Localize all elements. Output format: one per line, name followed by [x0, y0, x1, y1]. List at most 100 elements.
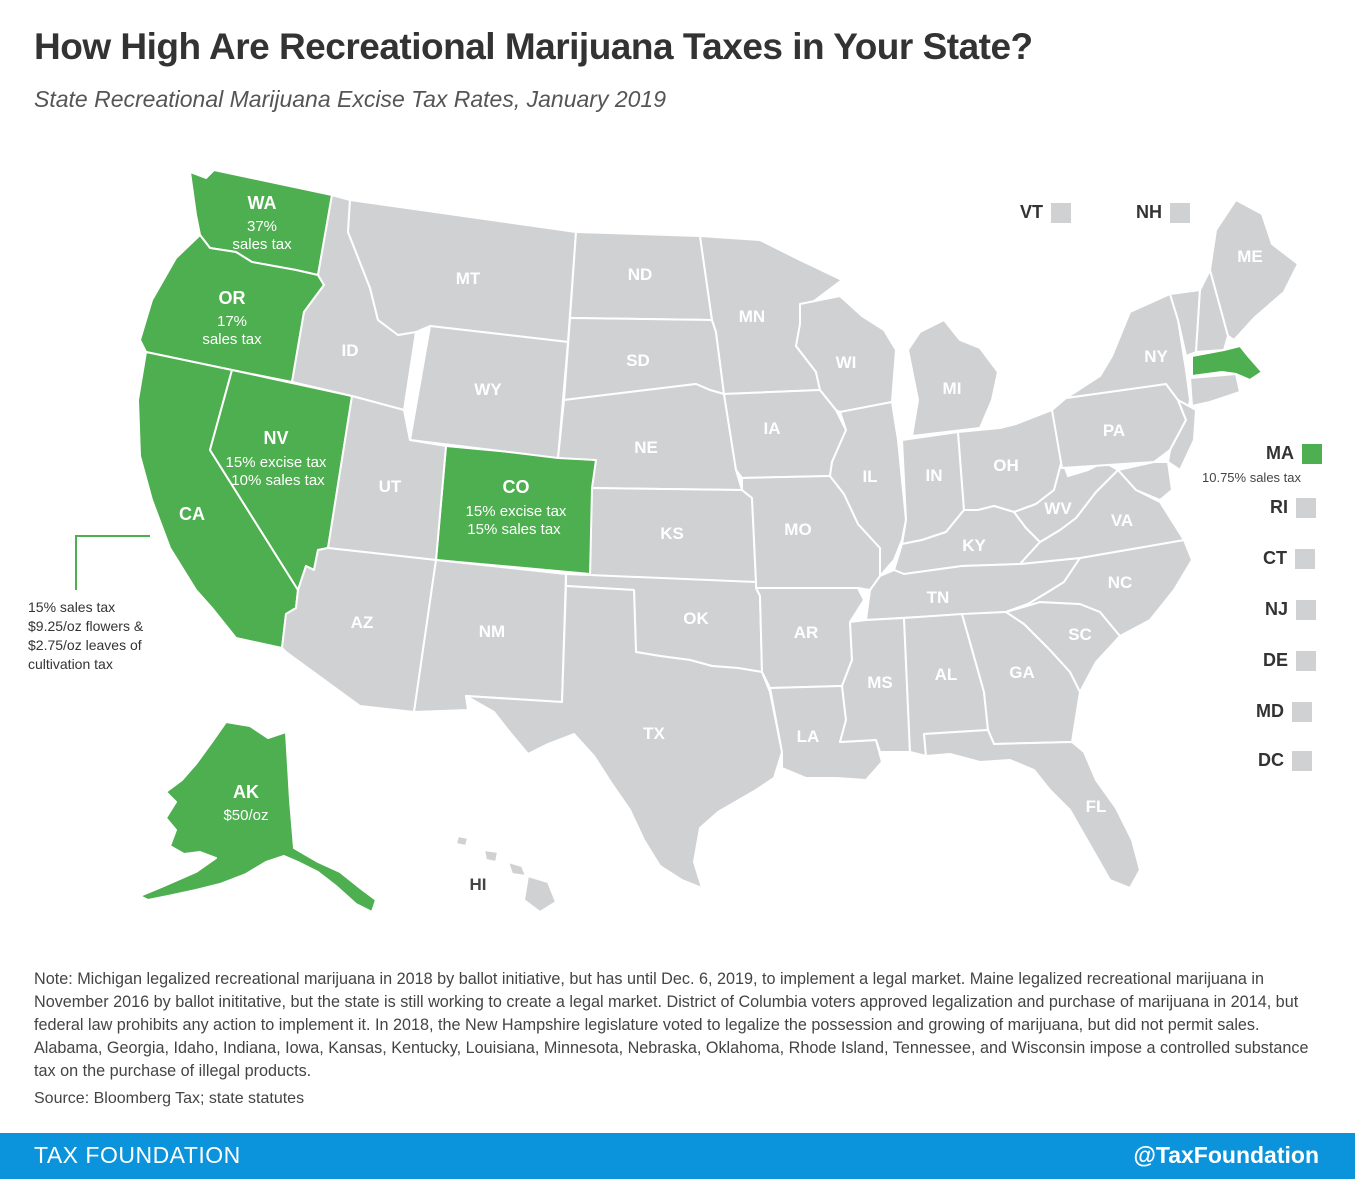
source-line: Source: Bloomberg Tax; state statutes — [34, 1090, 305, 1107]
side-state-nj-swatch — [1296, 599, 1317, 620]
side-state-de-label: DE — [1263, 650, 1289, 670]
label-mi: MI — [943, 379, 962, 398]
label-in: IN — [926, 466, 943, 485]
label-ar: AR — [794, 623, 819, 642]
footer-bar: TAX FOUNDATION @TaxFoundation — [0, 1133, 1355, 1179]
label-ks: KS — [660, 524, 684, 543]
side-state-dc-label: DC — [1258, 750, 1284, 770]
label-mo: MO — [784, 520, 811, 539]
side-state-ct[interactable]: CT — [1263, 548, 1315, 569]
ca-callout-line-4: cultivation tax — [28, 656, 113, 672]
label-or-type: sales tax — [202, 331, 262, 348]
state-ma[interactable] — [1191, 345, 1263, 381]
label-or-rate: 17% — [217, 313, 247, 330]
label-ga: GA — [1009, 663, 1035, 682]
side-state-md[interactable]: MD — [1256, 701, 1312, 722]
us-map: WA 37% sales tax OR 17% sales tax NV 15%… — [75, 169, 1299, 913]
label-nv-excise: 15% excise tax — [226, 454, 327, 471]
side-state-ct-label: CT — [1263, 548, 1287, 568]
label-tx: TX — [643, 724, 665, 743]
state-hi[interactable] — [455, 835, 557, 913]
side-state-nj[interactable]: NJ — [1265, 599, 1317, 620]
side-state-ri-swatch — [1296, 497, 1316, 518]
label-hi: HI — [470, 875, 487, 894]
state-ny[interactable] — [1065, 293, 1191, 421]
label-ak: AK — [233, 782, 259, 802]
ca-callout-line — [75, 535, 150, 590]
side-state-md-swatch — [1292, 701, 1312, 722]
state-nc[interactable] — [1005, 539, 1193, 637]
page-title: How High Are Recreational Marijuana Taxe… — [34, 26, 1033, 67]
label-wa-type: sales tax — [232, 236, 292, 253]
label-co-excise: 15% excise tax — [466, 503, 567, 520]
label-ut: UT — [379, 477, 402, 496]
side-state-de-swatch — [1296, 650, 1317, 671]
label-wv: WV — [1044, 499, 1072, 518]
side-state-dc-swatch — [1292, 750, 1312, 771]
side-state-nh-swatch — [1170, 202, 1190, 223]
state-tx[interactable] — [465, 585, 783, 889]
label-nv: NV — [263, 428, 288, 448]
state-fl[interactable] — [923, 729, 1141, 889]
label-mn: MN — [739, 307, 765, 326]
state-ms[interactable] — [839, 617, 911, 753]
label-nd: ND — [628, 265, 653, 284]
side-state-ma[interactable]: MA — [1266, 443, 1322, 464]
state-nh-shape — [1195, 269, 1229, 353]
state-il[interactable] — [829, 401, 907, 577]
side-state-nh-label: NH — [1136, 202, 1162, 222]
label-or: OR — [219, 288, 246, 308]
footnote: Note: Michigan legalized recreational ma… — [34, 970, 1309, 1080]
label-co-sales: 15% sales tax — [467, 521, 561, 538]
label-wi: WI — [836, 353, 857, 372]
state-ct-ri-shape — [1189, 373, 1241, 407]
label-pa: PA — [1103, 421, 1125, 440]
ca-callout-line-3: $2.75/oz leaves of — [28, 637, 142, 653]
side-state-ct-swatch — [1295, 548, 1315, 569]
side-state-ma-swatch — [1302, 443, 1322, 464]
label-ky: KY — [962, 536, 986, 555]
state-de-md-shape — [1117, 461, 1173, 501]
label-va: VA — [1111, 511, 1133, 530]
label-ok: OK — [683, 609, 709, 628]
footer-handle[interactable]: @TaxFoundation — [1133, 1142, 1319, 1168]
state-ak[interactable] — [139, 721, 377, 913]
side-state-vt-label: VT — [1020, 202, 1044, 222]
side-state-ri[interactable]: RI — [1270, 497, 1316, 518]
state-me[interactable] — [1209, 199, 1299, 341]
label-oh: OH — [993, 456, 1019, 475]
label-la: LA — [797, 727, 820, 746]
side-state-de[interactable]: DE — [1263, 650, 1317, 671]
side-state-nj-label: NJ — [1265, 599, 1289, 619]
label-nv-sales: 10% sales tax — [231, 472, 325, 489]
state-ia[interactable] — [723, 389, 847, 479]
side-state-md-label: MD — [1256, 701, 1284, 721]
label-ny: NY — [1144, 347, 1168, 366]
label-ca: CA — [179, 504, 205, 524]
ca-callout-line-1: 15% sales tax — [28, 599, 116, 615]
label-az: AZ — [351, 613, 374, 632]
label-me: ME — [1237, 247, 1263, 266]
label-wy: WY — [474, 380, 502, 399]
label-al: AL — [935, 665, 958, 684]
label-ne: NE — [634, 438, 658, 457]
state-nj-shape — [1167, 399, 1197, 471]
label-id: ID — [342, 341, 359, 360]
state-mi[interactable] — [907, 319, 999, 437]
ca-callout: 15% sales tax $9.25/oz flowers & $2.75/o… — [28, 598, 178, 674]
side-state-vt[interactable]: VT — [1020, 202, 1072, 223]
side-state-dc[interactable]: DC — [1258, 750, 1312, 771]
label-ms: MS — [867, 673, 893, 692]
label-nm: NM — [479, 622, 505, 641]
side-state-nh[interactable]: NH — [1136, 202, 1190, 223]
label-wa-rate: 37% — [247, 218, 277, 235]
footer-brand[interactable]: TAX FOUNDATION — [34, 1142, 241, 1168]
label-wa: WA — [248, 193, 277, 213]
ca-callout-line-2: $9.25/oz flowers & — [28, 618, 144, 634]
label-mt: MT — [456, 269, 481, 288]
label-sc: SC — [1068, 625, 1092, 644]
label-nc: NC — [1108, 573, 1133, 592]
state-ne[interactable] — [557, 383, 743, 491]
side-state-ma-label: MA — [1266, 443, 1294, 463]
label-fl: FL — [1086, 797, 1107, 816]
